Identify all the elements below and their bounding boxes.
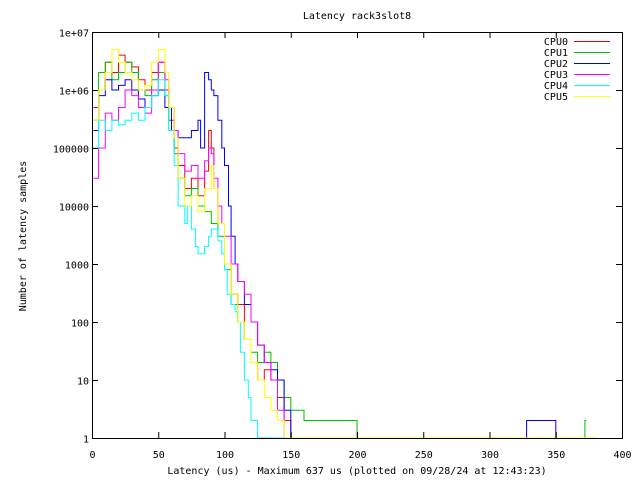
legend-label-cpu5: CPU5 [544,92,568,103]
y-tick-label: 1000 [65,261,89,272]
legend-label-cpu3: CPU3 [544,70,568,81]
legend-label-cpu0: CPU0 [544,37,568,48]
x-tick-label: 100 [216,450,234,461]
y-axis: 1 10 100 1000 10000 100000 1e+06 1e+07 [53,29,622,446]
y-tick-label: 10000 [59,203,89,214]
chart-title: Latency rack3slot8 [303,11,411,22]
x-tick-label: 50 [153,450,165,461]
y-tick-label: 100000 [53,145,89,156]
series-line-cpu3 [93,61,359,439]
series-line-cpu1 [93,61,587,439]
y-tick-label: 1e+07 [59,29,89,40]
x-tick-label: 300 [481,450,499,461]
x-tick-label: 200 [348,450,366,461]
series-line-cpu2 [93,72,558,439]
y-tick-label: 100 [71,319,89,330]
y-tick-label: 10 [77,377,89,388]
x-tick-label: 350 [547,450,565,461]
x-tick-label: 400 [613,450,631,461]
y-axis-label: Number of latency samples [18,161,29,312]
x-axis-label: Latency (us) - Maximum 637 us (plotted o… [167,466,546,477]
legend-label-cpu2: CPU2 [544,59,568,70]
series-line-cpu4 [93,79,558,439]
series-line-cpu5 [93,49,597,439]
y-tick-label: 1e+06 [59,87,89,98]
x-tick-label: 250 [415,450,433,461]
legend-label-cpu4: CPU4 [544,81,568,92]
x-tick-label: 150 [282,450,300,461]
plot-lines [93,49,597,439]
x-tick-label: 0 [89,450,95,461]
legend-label-cpu1: CPU1 [544,48,568,59]
x-axis: 0 50 100 150 200 250 300 350 400 [89,32,632,461]
y-tick-label: 1 [83,435,89,446]
series-line-cpu0 [93,54,491,439]
